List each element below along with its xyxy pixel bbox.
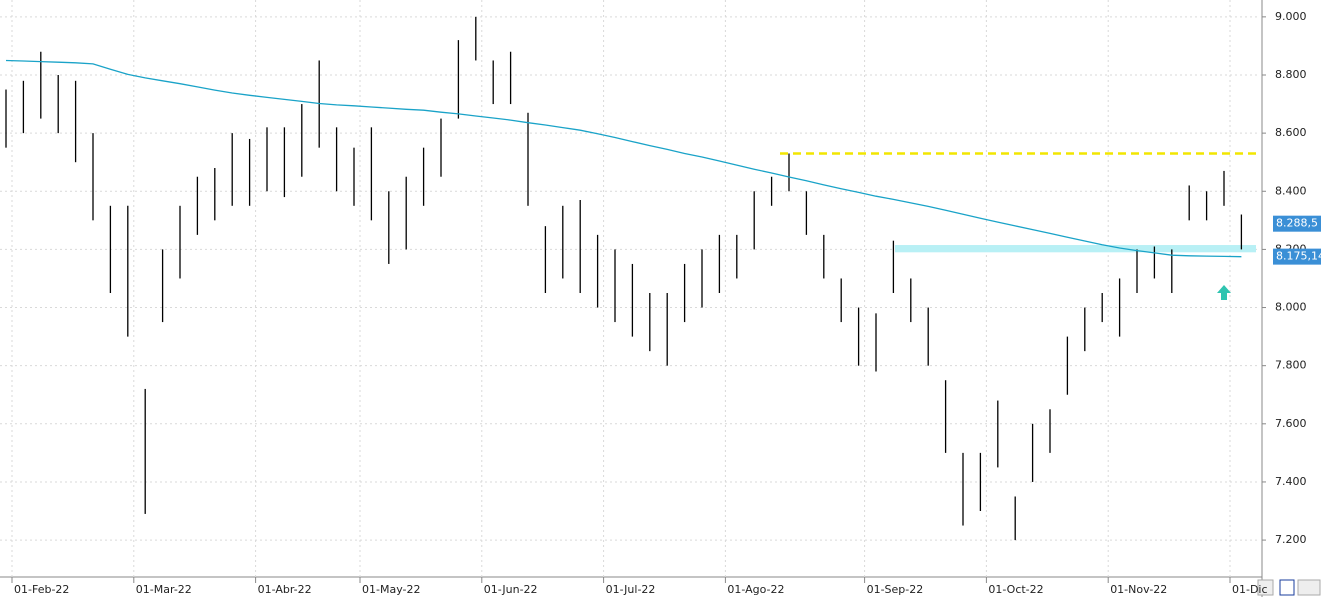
toolbar — [1257, 579, 1321, 596]
support-band — [895, 245, 1256, 253]
y-tick-label: 9.000 — [1275, 10, 1307, 23]
x-tick-label: 01-Dic — [1232, 583, 1268, 596]
x-tick-label: 01-Abr-22 — [258, 583, 312, 596]
x-tick-label: 01-Jul-22 — [606, 583, 656, 596]
scroll-button[interactable] — [1297, 579, 1321, 596]
y-tick-label: 8.600 — [1275, 126, 1307, 139]
price-label: 8.288,5 — [1276, 217, 1318, 230]
moving-average — [5, 59, 1242, 258]
x-tick-label: 01-Jun-22 — [484, 583, 538, 596]
signal-arrow — [1217, 285, 1231, 301]
price-label: 8.175,14 — [1276, 250, 1324, 263]
y-tick-label: 8.000 — [1275, 301, 1307, 314]
x-tick-label: 01-Ago-22 — [727, 583, 784, 596]
zoom-button[interactable] — [1257, 579, 1274, 596]
price-label-box — [1273, 248, 1321, 265]
y-tick-label: 7.200 — [1275, 533, 1307, 546]
y-tick-label: 7.600 — [1275, 417, 1307, 430]
y-tick-label: 8.400 — [1275, 184, 1307, 197]
x-tick-label: 01-Feb-22 — [14, 583, 69, 596]
x-tick-label: 01-Nov-22 — [1110, 583, 1167, 596]
x-tick-label: 01-Sep-22 — [867, 583, 924, 596]
y-tick-label: 7.800 — [1275, 359, 1307, 372]
price-label-box — [1273, 215, 1321, 232]
y-tick-label: 7.400 — [1275, 475, 1307, 488]
save-button[interactable] — [1279, 579, 1295, 596]
x-tick-label: 01-May-22 — [362, 583, 420, 596]
x-tick-label: 01-Mar-22 — [136, 583, 192, 596]
y-tick-label: 8.800 — [1275, 68, 1307, 81]
x-tick-label: 01-Oct-22 — [988, 583, 1043, 596]
